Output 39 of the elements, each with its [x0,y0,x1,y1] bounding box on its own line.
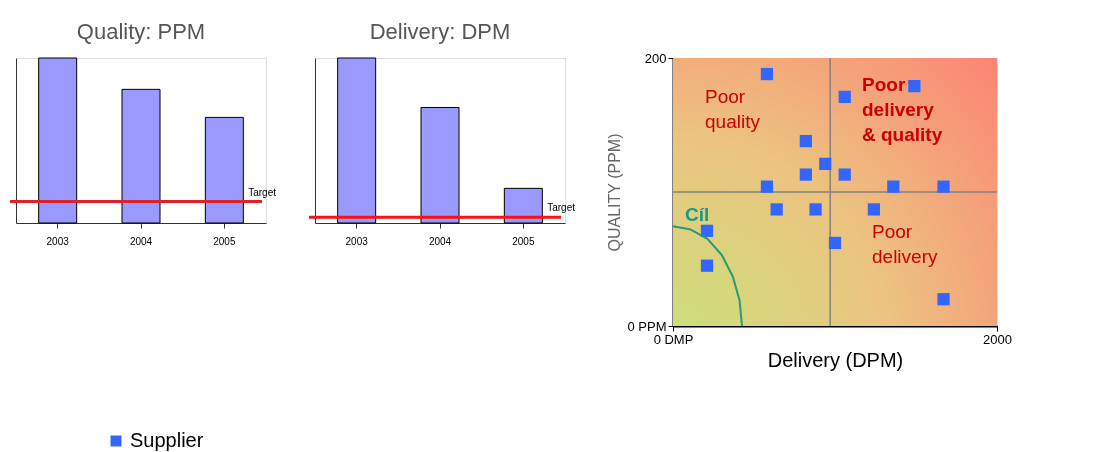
point [937,293,950,306]
point [809,203,822,216]
y-tick-label: 200 [644,50,667,66]
point [799,168,812,181]
chart-title: Quality: PPM [76,18,206,44]
y-axis-title: QUALITY (PPM) [606,133,624,252]
point [887,180,900,193]
point [700,259,714,272]
point [838,168,851,181]
annotation: Poor quality [705,86,761,132]
annotation: Poor delivery & quality [862,74,943,145]
point [760,180,774,193]
x-tick-label: 2004 [129,235,153,247]
chart-title: Delivery: DPM [369,18,511,44]
point [937,180,950,193]
legend-label: Supplier [130,429,204,451]
point [867,203,880,216]
y-tick-label: 0 PPM [627,318,667,334]
point [770,203,783,216]
ref-line-label: Target [547,202,576,214]
x-tick-label: 2005 [512,235,535,247]
ref-line-label: Target [248,186,277,198]
point [838,90,851,103]
x-tick-label: 2004 [428,235,452,247]
x-tick-label: 2003 [46,235,70,247]
x-tick-label: 2005 [213,235,236,247]
point [908,80,921,93]
point [828,236,842,250]
annotation: Cíl [685,204,710,225]
x-tick-label: 2000 [983,331,1012,347]
point [700,224,714,237]
point [819,157,832,170]
point [760,67,774,81]
x-axis-title: Delivery (DPM) [767,348,904,371]
line-series [672,225,744,327]
point [799,134,812,148]
x-tick-label: 0 DMP [653,331,694,347]
annotation: Poor delivery [872,221,938,267]
x-tick-label: 2003 [345,235,369,247]
